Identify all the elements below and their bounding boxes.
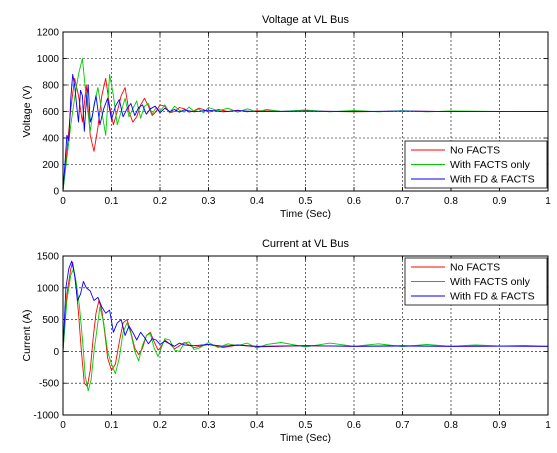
x-tick-label: 0.2 [153,420,167,431]
legend-label: With FD & FACTS [450,291,535,303]
current-chart: Current at VL Bus 0 0.1 0.2 0.3 0.4 0.5 0.6 0.7 0… [21,238,551,444]
legend-label: No FACTS [450,145,500,157]
legend: No FACTS With FACTS only With FD & FACTS [404,140,548,189]
axes-frame [62,255,549,416]
y-tick-label: 1000 [37,54,60,65]
x-tick-label: 0.3 [202,196,216,207]
series-line-0 [62,261,549,387]
y-tick-label: 0 [53,347,59,358]
x-tick-label: 0.7 [396,420,410,431]
chart-title: Current at VL Bus [262,238,350,250]
voltage-chart: Voltage at VL Bus 0 0.1 0.2 0.3 0.4 0.5 0.6 0.7 0… [21,14,551,220]
x-tick-label: 0.5 [299,420,313,431]
y-tick-label: 600 [42,107,59,118]
x-tick-label: 1 [545,196,551,207]
legend-label: With FACTS only [450,159,531,171]
x-tick-label: 0.6 [347,420,361,431]
x-tick-label: 1 [545,420,551,431]
y-tick-label: -500 [39,379,59,390]
x-tick-label: 0.6 [347,196,361,207]
y-tick-label: 400 [42,134,59,145]
y-tick-label: 0 [53,187,59,198]
series-line-2 [62,73,549,192]
x-axis-label: Time (Sec) [280,432,331,444]
x-tick-label: 0.3 [202,420,216,431]
legend-label: With FACTS only [450,276,531,288]
series-line-1 [62,268,549,392]
y-tick-label: 1500 [37,252,60,263]
legend-label: No FACTS [450,262,500,274]
x-tick-label: 0.4 [250,196,264,207]
x-tick-label: 0.9 [493,196,507,207]
series-line-2 [62,260,549,352]
x-tick-label: 0.9 [493,420,507,431]
y-tick-label: 800 [42,81,59,92]
y-axis-label: Voltage (V) [21,86,33,138]
x-tick-label: 0.1 [105,420,119,431]
axes-frame [62,31,549,192]
y-tick-label: 200 [42,160,59,171]
x-tick-label: 0.1 [105,196,119,207]
x-tick-label: 0.5 [299,196,313,207]
x-tick-label: 0.8 [444,420,458,431]
legend: No FACTS With FACTS only With FD & FACTS [404,257,548,306]
y-tick-label: -1000 [33,411,59,422]
x-tick-label: 0.2 [153,196,167,207]
y-axis-label: Current (A) [21,310,33,362]
y-tick-label: 500 [42,315,59,326]
x-tick-label: 0.4 [250,420,264,431]
y-tick-label: 1200 [37,28,60,39]
chart-title: Voltage at VL Bus [262,14,350,26]
y-tick-label: 1000 [37,283,60,294]
x-tick-label: 0.8 [444,196,458,207]
x-tick-label: 0 [60,196,66,207]
legend-label: With FD & FACTS [450,174,535,186]
x-tick-label: 0 [60,420,66,431]
x-axis-label: Time (Sec) [280,208,331,220]
x-tick-label: 0.7 [396,196,410,207]
